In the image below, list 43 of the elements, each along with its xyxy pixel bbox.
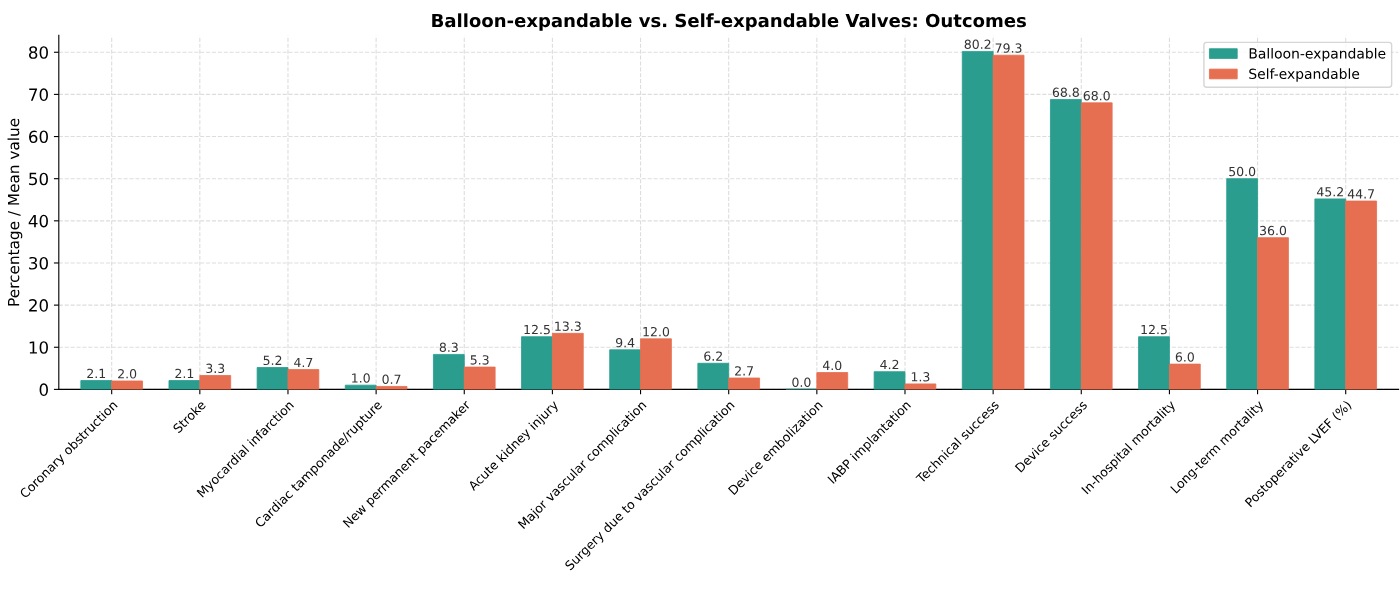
- y-tick-label: 70: [29, 88, 48, 101]
- data-label: 12.5: [524, 324, 550, 335]
- data-label: 2.1: [87, 368, 106, 378]
- y-tick-label: 20: [29, 299, 48, 312]
- data-label: 50.0: [1229, 166, 1256, 177]
- data-label: 79.3: [995, 43, 1022, 53]
- y-tick-label: 0: [39, 383, 48, 396]
- data-label: 1.3: [911, 372, 930, 382]
- y-tick-label: 80: [29, 46, 48, 59]
- data-label: 1.0: [352, 373, 370, 383]
- data-label: 4.7: [294, 357, 313, 367]
- data-label: 45.2: [1316, 187, 1343, 197]
- y-tick-label: 40: [28, 214, 48, 228]
- data-label: 13.3: [555, 321, 581, 331]
- y-axis-title: Percentage / Mean value: [7, 118, 23, 306]
- data-label: 80.2: [964, 39, 991, 49]
- data-label: 36.0: [1260, 225, 1287, 236]
- data-label: 0.7: [382, 374, 401, 385]
- data-label: 6.2: [704, 351, 722, 361]
- data-label: 4.2: [880, 359, 899, 370]
- legend-label: Self-expandable: [1249, 68, 1360, 82]
- data-label: 2.1: [175, 368, 194, 378]
- y-tick-label: 50: [29, 172, 48, 186]
- data-label: 12.5: [1141, 324, 1167, 335]
- y-tick-label: 10: [29, 341, 48, 354]
- data-label: 3.3: [206, 363, 225, 374]
- data-label: 5.2: [263, 355, 282, 366]
- data-label: 2.0: [118, 369, 137, 379]
- y-tick-label: 30: [29, 256, 48, 270]
- legend-label: Balloon-expandable: [1249, 47, 1386, 62]
- data-label: 8.3: [439, 342, 458, 352]
- data-label: 9.4: [615, 337, 635, 348]
- data-label: 6.0: [1175, 352, 1194, 362]
- data-label: 68.8: [1052, 87, 1079, 98]
- data-label: 4.0: [822, 360, 842, 371]
- data-label: 5.3: [470, 355, 489, 365]
- data-label: 44.7: [1347, 189, 1374, 199]
- chart-title: Balloon-expandable vs. Self-expandable Valves: Outcomes: [432, 13, 1026, 31]
- data-label: 68.0: [1083, 90, 1110, 101]
- y-tick-label: 60: [29, 130, 48, 144]
- data-label: 2.7: [735, 366, 753, 376]
- data-label: 0.0: [792, 377, 811, 387]
- data-label: 12.0: [643, 326, 670, 337]
